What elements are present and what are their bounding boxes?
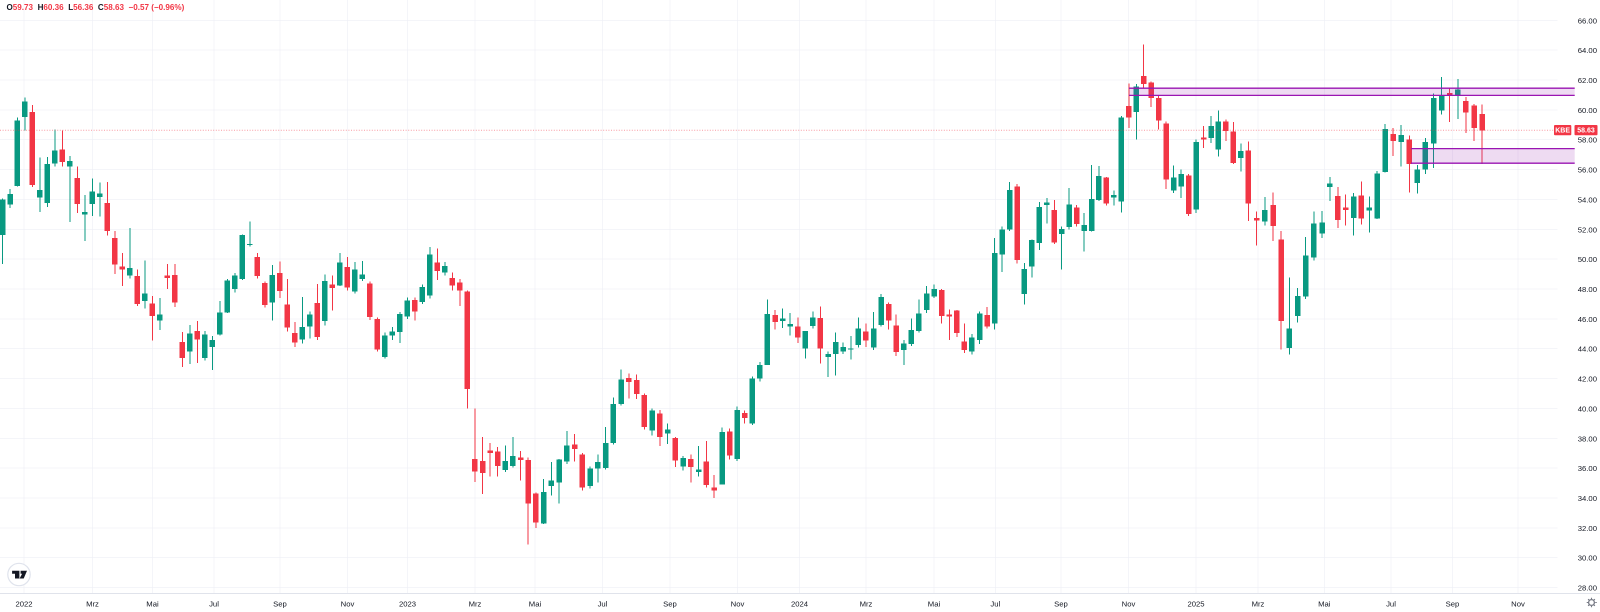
- svg-text:32.00: 32.00: [1578, 524, 1597, 533]
- svg-text:54.00: 54.00: [1578, 195, 1597, 204]
- svg-text:Mai: Mai: [928, 600, 941, 609]
- svg-text:60.00: 60.00: [1578, 106, 1597, 115]
- svg-text:Mai: Mai: [529, 600, 542, 609]
- svg-text:KBE: KBE: [1555, 128, 1570, 135]
- svg-text:56.00: 56.00: [1578, 166, 1597, 175]
- svg-text:Sep: Sep: [273, 600, 287, 609]
- svg-text:Mrz: Mrz: [86, 600, 99, 609]
- svg-text:Mrz: Mrz: [1252, 600, 1265, 609]
- svg-text:2022: 2022: [15, 600, 32, 609]
- svg-text:34.00: 34.00: [1578, 494, 1597, 503]
- svg-text:52.00: 52.00: [1578, 225, 1597, 234]
- svg-text:58.00: 58.00: [1578, 136, 1597, 145]
- svg-text:Jul: Jul: [1386, 600, 1396, 609]
- svg-text:Mai: Mai: [1318, 600, 1331, 609]
- svg-text:30.00: 30.00: [1578, 554, 1597, 563]
- svg-text:44.00: 44.00: [1578, 345, 1597, 354]
- svg-text:50.00: 50.00: [1578, 255, 1597, 264]
- svg-text:2024: 2024: [791, 600, 809, 609]
- svg-text:64.00: 64.00: [1578, 46, 1597, 55]
- svg-text:Sep: Sep: [1054, 600, 1068, 609]
- svg-text:66.00: 66.00: [1578, 16, 1597, 25]
- svg-text:42.00: 42.00: [1578, 375, 1597, 384]
- svg-text:48.00: 48.00: [1578, 285, 1597, 294]
- svg-text:Sep: Sep: [663, 600, 677, 609]
- svg-text:36.00: 36.00: [1578, 464, 1597, 473]
- svg-text:Mrz: Mrz: [469, 600, 482, 609]
- svg-text:2025: 2025: [1187, 600, 1204, 609]
- svg-text:46.00: 46.00: [1578, 315, 1597, 324]
- svg-text:28.00: 28.00: [1578, 584, 1597, 593]
- svg-text:Nov: Nov: [1511, 600, 1525, 609]
- svg-text:58.63: 58.63: [1577, 128, 1595, 135]
- svg-text:Jul: Jul: [598, 600, 608, 609]
- svg-text:Nov: Nov: [341, 600, 355, 609]
- svg-text:Mrz: Mrz: [860, 600, 873, 609]
- svg-text:62.00: 62.00: [1578, 76, 1597, 85]
- svg-text:Sep: Sep: [1446, 600, 1460, 609]
- svg-text:2023: 2023: [399, 600, 416, 609]
- svg-text:40.00: 40.00: [1578, 404, 1597, 413]
- svg-text:Jul: Jul: [990, 600, 1000, 609]
- svg-text:Nov: Nov: [1122, 600, 1136, 609]
- svg-text:Jul: Jul: [209, 600, 219, 609]
- svg-text:Nov: Nov: [731, 600, 745, 609]
- svg-text:38.00: 38.00: [1578, 434, 1597, 443]
- svg-text:Mai: Mai: [146, 600, 159, 609]
